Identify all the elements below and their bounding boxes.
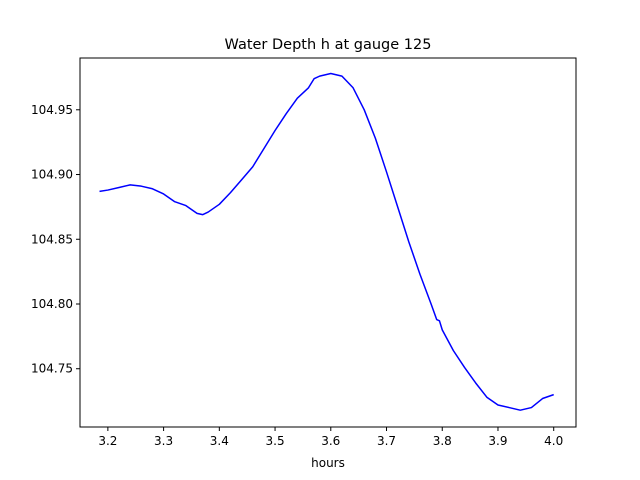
x-tick-label: 3.2 [98,434,117,448]
y-tick-label: 104.75 [31,362,73,376]
x-tick-label: 3.7 [377,434,396,448]
series-line [99,72,554,411]
y-tick-label: 104.85 [31,232,73,246]
x-tick-label: 4.0 [544,434,563,448]
x-tick-label: 3.5 [266,434,285,448]
x-tick-label: 3.9 [488,434,507,448]
y-tick-label: 104.95 [31,103,73,117]
y-tick-label: 104.90 [31,168,73,182]
x-axis: 3.2 3.3 3.4 3.5 3.6 3.7 3.8 3.9 4.0 [98,427,563,448]
x-axis-label: hours [311,456,345,470]
x-tick-label: 3.8 [433,434,452,448]
y-axis: 104.75 104.80 104.85 104.90 104.95 [31,103,80,376]
chart-title: Water Depth h at gauge 125 [225,37,432,53]
y-tick-label: 104.80 [31,297,73,311]
x-tick-label: 3.3 [154,434,173,448]
plot-frame [79,57,577,428]
series-layer [99,72,554,411]
x-tick-label: 3.6 [321,434,340,448]
plot-background [80,58,576,427]
x-tick-label: 3.4 [210,434,229,448]
